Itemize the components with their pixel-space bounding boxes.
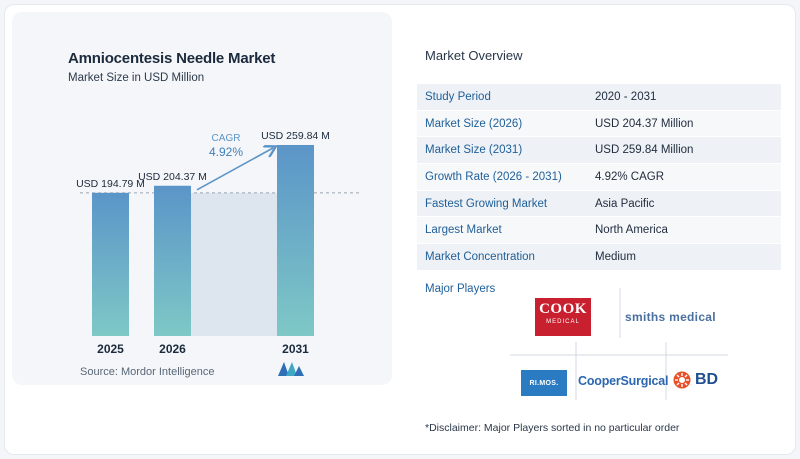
overview-row: Fastest Growing Market Asia Pacific [417,190,781,218]
cagr-arrow [196,148,273,191]
overview-label: Market Size (2026) [425,117,523,130]
value-label-2025: USD 194.79 M [76,178,145,190]
coopersurgical-logo: CooperSurgical [578,374,669,388]
overview-table: Study Period 2020 - 2031 Market Size (202… [417,84,781,271]
cook-medical-logo: COOK MEDICAL [535,298,591,336]
rimos-logo: RI.MOS. [521,370,567,396]
bar-2031 [277,145,314,336]
overview-label: Market Size (2031) [425,144,523,157]
overview-title: Market Overview [425,48,523,63]
overview-row: Growth Rate (2026 - 2031) 4.92% CAGR [417,164,781,191]
bar-2025 [92,192,129,336]
overview-value: USD 259.84 Million [595,144,694,157]
x-tick-2026: 2026 [159,342,186,356]
overview-value: 2020 - 2031 [595,90,657,103]
cook-logo-text: COOK [539,301,587,317]
cook-logo-subtext: MEDICAL [546,319,580,325]
overview-label: Largest Market [425,224,502,237]
overview-value: 4.92% CAGR [595,170,665,183]
x-tick-2031: 2031 [282,342,309,356]
value-label-2026: USD 204.37 M [138,171,207,183]
overview-row: Study Period 2020 - 2031 [417,84,781,111]
overview-value: USD 204.37 Million [595,117,694,130]
growth-band [191,192,277,336]
overview-row: Market Size (2026) USD 204.37 Million [417,110,781,138]
major-players-title: Major Players [425,283,496,295]
disclaimer: *Disclaimer: Major Players sorted in no … [425,422,680,434]
smiths-medical-logo: smiths medical [625,310,716,324]
cagr-label: CAGR [212,133,241,144]
bd-logo-text: BD [695,371,719,388]
chart-title: Amniocentesis Needle Market [68,50,276,67]
bd-starburst-icon [673,371,691,389]
cagr-value: 4.92% [209,145,243,159]
bd-logo: BD [673,371,718,389]
overview-value: Asia Pacific [595,197,655,210]
overview-row: Market Concentration Medium [417,244,781,271]
overview-value: Medium [595,250,636,263]
value-label-2031: USD 259.84 M [261,130,330,142]
overview-label: Study Period [425,90,491,103]
overview-label: Market Concentration [425,250,535,263]
overview-row: Largest Market North America [417,217,781,245]
mordor-intelligence-logo-icon [278,362,304,376]
overview-label: Fastest Growing Market [425,197,548,210]
overview-value: North America [595,224,668,237]
x-tick-2025: 2025 [97,342,124,356]
overview-label: Growth Rate (2026 - 2031) [425,170,562,183]
bar-2026 [154,185,191,336]
chart-subtitle: Market Size in USD Million [68,72,205,84]
overview-row: Market Size (2031) USD 259.84 Million [417,137,781,165]
source-text: Source: Mordor Intelligence [80,366,215,378]
